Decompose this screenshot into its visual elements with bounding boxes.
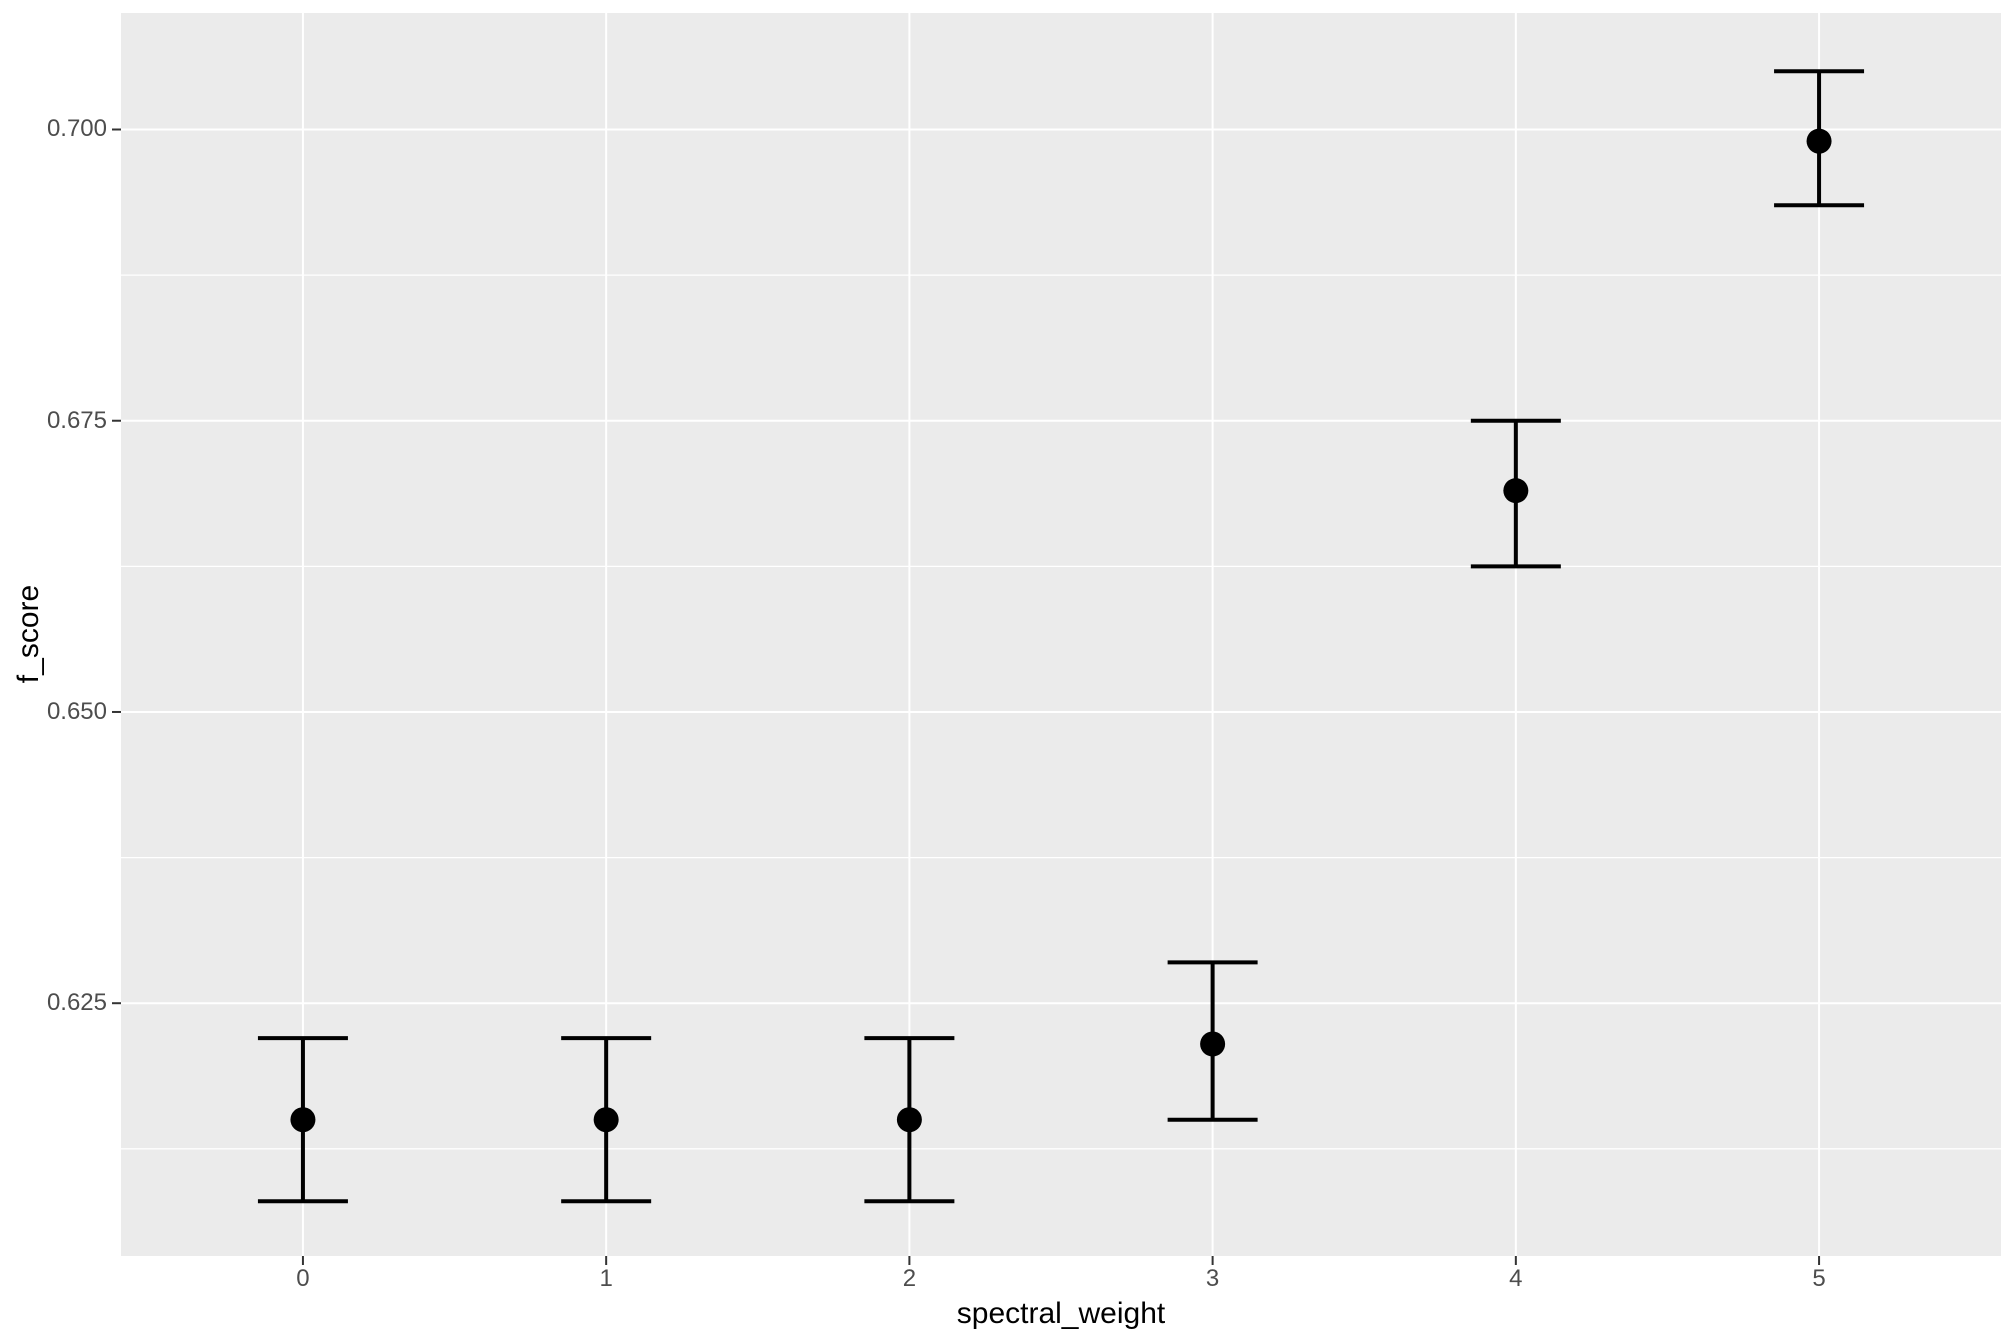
y-tick-label: 0.625 xyxy=(46,989,107,1017)
data-point xyxy=(290,1107,316,1133)
x-tick-label: 3 xyxy=(1205,1265,1220,1292)
y-tick-label: 0.675 xyxy=(46,406,107,434)
y-tick-label: 0.650 xyxy=(46,697,107,725)
x-axis-title: spectral_weight xyxy=(956,1297,1166,1330)
x-tick-label: 5 xyxy=(1812,1265,1826,1292)
x-tick-label: 0 xyxy=(296,1265,310,1292)
y-tick-label: 0.700 xyxy=(46,115,107,143)
y-axis-title: f_score xyxy=(12,584,45,684)
x-tick-label: 1 xyxy=(599,1265,613,1292)
plot-panel xyxy=(121,13,2001,1256)
data-point xyxy=(1200,1031,1226,1057)
data-point xyxy=(896,1107,922,1133)
x-tick-label: 4 xyxy=(1509,1265,1523,1292)
data-point xyxy=(1806,128,1832,154)
data-point xyxy=(1503,478,1529,504)
x-tick-label: 2 xyxy=(902,1265,917,1292)
data-point xyxy=(593,1107,619,1133)
